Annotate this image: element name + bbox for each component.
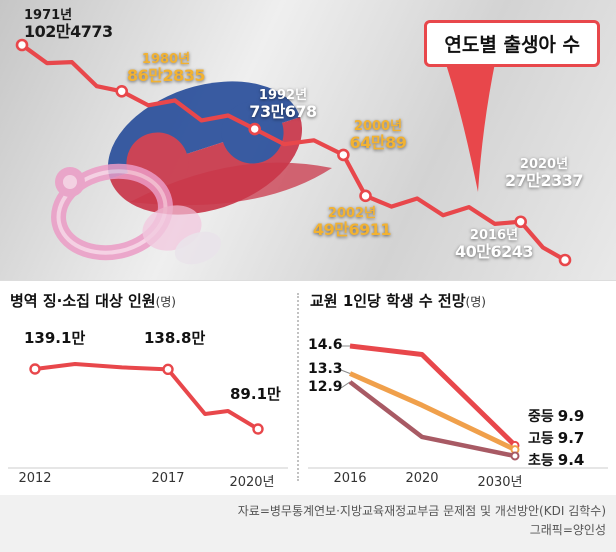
flag-swoosh (130, 162, 332, 206)
military-chart-title-text: 병역 징·소집 대상 인원 (10, 292, 156, 310)
military-marker (252, 423, 264, 435)
military-chart-panel: 병역 징·소집 대상 인원(명) 139.1만 138.8만 89.1만 2012 20… (0, 281, 296, 496)
births-marker (15, 38, 29, 52)
callout-pointer (444, 58, 496, 192)
leader-line (340, 369, 351, 374)
births-line (19, 42, 568, 263)
footer: 자료=병무통계연보·지방교육재정교부금 문제점 및 개선방안(KDI 김학수) … (0, 495, 616, 552)
bottom-charts-section: 병역 징·소집 대상 인원(명) 139.1만 138.8만 89.1만 2012 20… (0, 280, 616, 495)
births-marker (115, 84, 129, 98)
leader-line (340, 381, 351, 389)
series-line-1 (348, 371, 517, 452)
flag-background (51, 81, 332, 265)
military-chart-title: 병역 징·소집 대상 인원(명) (10, 290, 176, 311)
pacifier-graphic (51, 163, 222, 265)
series-line-0 (349, 343, 517, 448)
students-chart-unit: (명) (465, 295, 486, 309)
graphic-credit: 그래픽=양인성 (529, 523, 606, 538)
births-chart-section: 1971년 102만4773 1980년 86만2835 1992년 73만678 2000… (0, 0, 616, 280)
panel-divider (297, 293, 299, 481)
births-marker (558, 253, 572, 267)
births-marker (337, 148, 350, 162)
military-chart (8, 362, 288, 469)
students-chart (308, 343, 608, 469)
source-credit: 자료=병무통계연보·지방교육재정교부금 문제점 및 개선방안(KDI 김학수) (237, 504, 606, 518)
military-line (34, 362, 260, 431)
military-marker (29, 363, 41, 375)
students-chart-title-text: 교원 1인당 학생 수 전망 (310, 292, 466, 310)
series-end-marker (510, 451, 520, 461)
births-marker (359, 189, 372, 203)
military-marker (162, 363, 174, 376)
chart-title-callout: 연도별 출생아 수 (424, 20, 600, 67)
births-marker (248, 122, 262, 136)
students-chart-panel: 교원 1인당 학생 수 전망(명) 14.6 중등 9.9 13.3 고등 9.7 12.9… (300, 281, 616, 496)
series-line-2 (348, 380, 516, 459)
births-chart (15, 38, 572, 267)
students-chart-title: 교원 1인당 학생 수 전망(명) (310, 290, 486, 311)
births-marker (514, 215, 527, 229)
military-chart-unit: (명) (155, 295, 176, 309)
